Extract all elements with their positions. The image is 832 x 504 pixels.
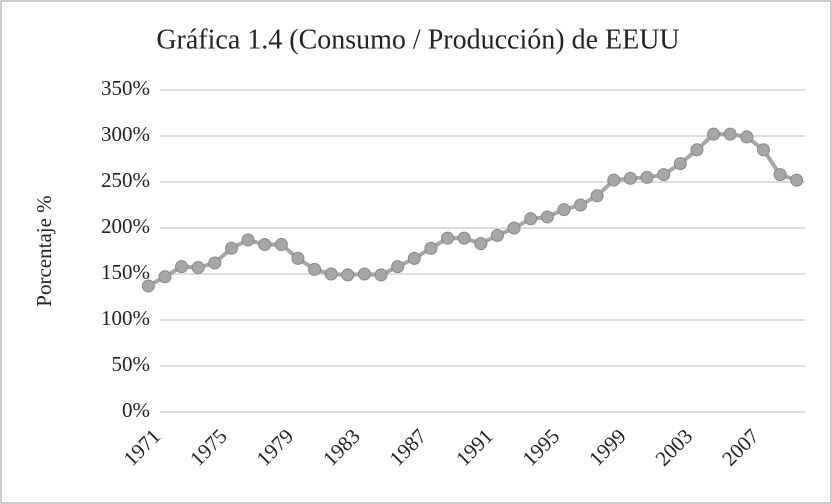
marker bbox=[357, 267, 371, 281]
y-tick-label: 50% bbox=[112, 352, 151, 376]
marker bbox=[258, 238, 272, 252]
marker bbox=[607, 173, 621, 187]
marker bbox=[208, 256, 222, 270]
marker bbox=[574, 198, 588, 212]
marker bbox=[407, 251, 421, 265]
marker bbox=[740, 130, 754, 144]
marker bbox=[274, 238, 288, 252]
line bbox=[147, 132, 798, 288]
marker bbox=[324, 267, 338, 281]
marker bbox=[474, 237, 488, 251]
marker bbox=[224, 241, 238, 255]
y-tick-label: 300% bbox=[101, 122, 150, 146]
marker bbox=[341, 268, 355, 282]
marker bbox=[191, 261, 205, 275]
y-tick-label: 100% bbox=[101, 306, 150, 330]
marker bbox=[391, 260, 405, 274]
marker bbox=[773, 168, 787, 182]
marker bbox=[723, 127, 737, 141]
marker bbox=[308, 262, 322, 276]
marker bbox=[490, 228, 504, 242]
marker bbox=[441, 231, 455, 245]
marker bbox=[707, 127, 721, 141]
y-tick-label: 150% bbox=[101, 260, 150, 284]
marker bbox=[673, 157, 687, 171]
marker bbox=[291, 251, 305, 265]
marker bbox=[690, 143, 704, 157]
marker bbox=[141, 279, 155, 293]
y-tick-label: 250% bbox=[101, 168, 150, 192]
marker bbox=[507, 221, 521, 235]
y-tick-label: 350% bbox=[101, 76, 150, 100]
marker bbox=[374, 268, 388, 282]
marker bbox=[241, 233, 255, 247]
marker bbox=[424, 241, 438, 255]
marker bbox=[790, 173, 804, 187]
y-tick-label: 200% bbox=[101, 214, 150, 238]
marker bbox=[158, 270, 172, 284]
marker bbox=[524, 212, 538, 226]
marker bbox=[623, 171, 637, 185]
y-axis-label: Porcentaje % bbox=[32, 195, 56, 306]
marker bbox=[540, 210, 554, 224]
marker bbox=[756, 143, 770, 157]
marker bbox=[457, 231, 471, 245]
marker bbox=[175, 260, 189, 274]
chart-title: Gráfica 1.4 (Consumo / Producción) de EE… bbox=[156, 24, 679, 55]
marker bbox=[640, 170, 654, 184]
marker bbox=[590, 189, 604, 203]
marker bbox=[557, 203, 571, 217]
y-tick-label: 0% bbox=[122, 398, 150, 422]
marker bbox=[657, 168, 671, 182]
